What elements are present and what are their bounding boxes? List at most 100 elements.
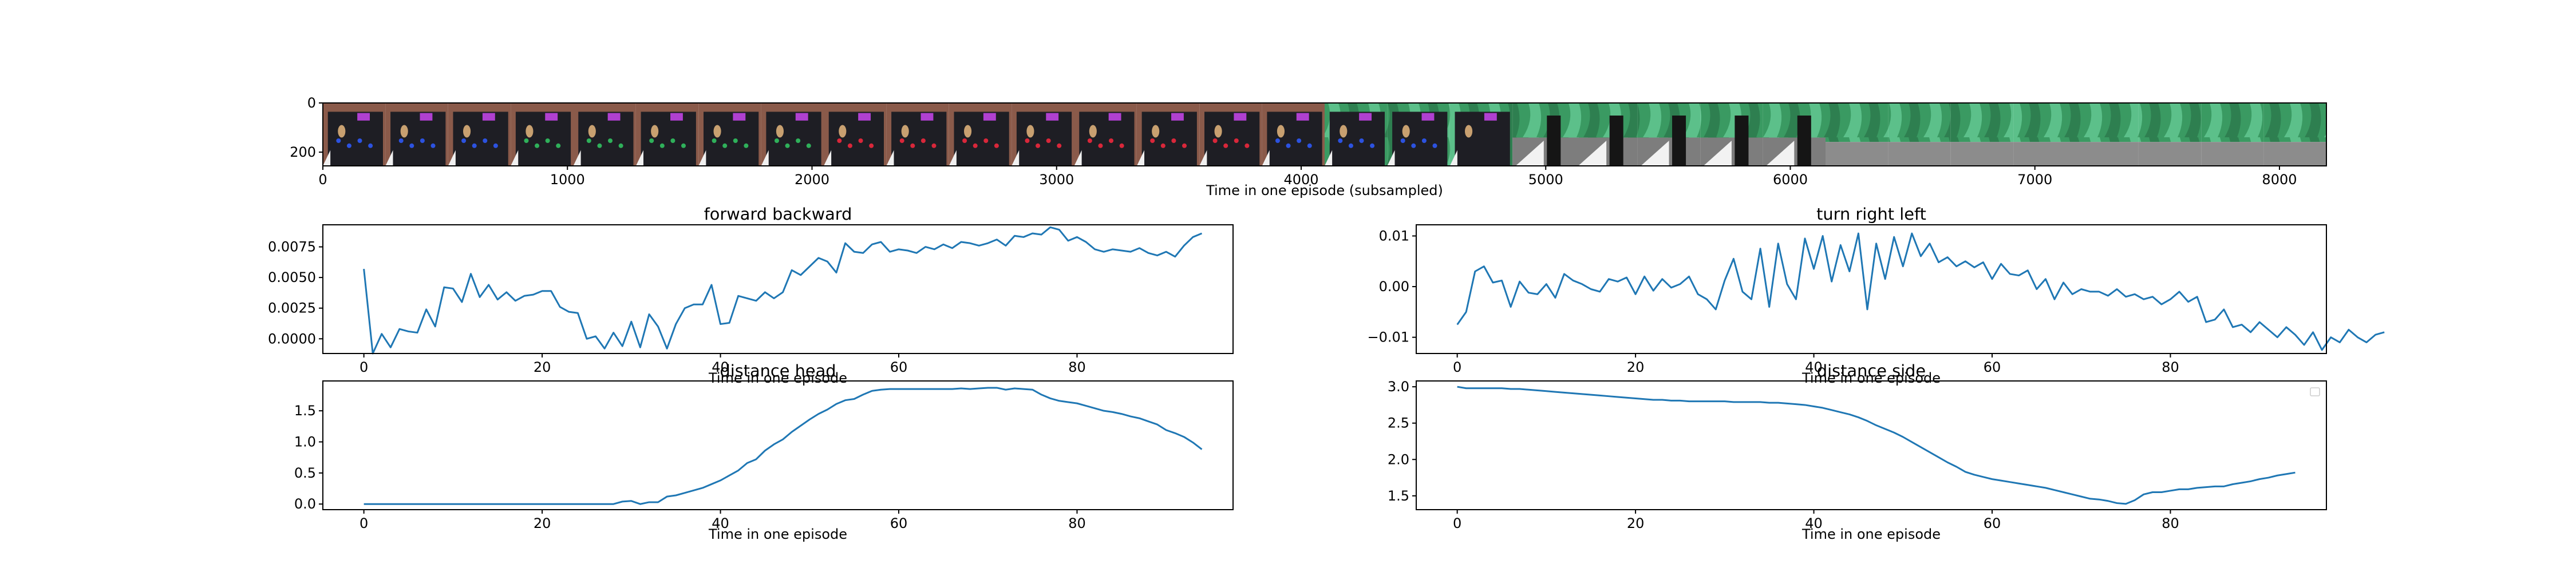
frame-thumbnail [1888, 103, 1951, 166]
turn-right-left-plot: 0 20 40 60 80 −0.01 0.00 0.01 [1367, 228, 2385, 375]
forward-backward-series-line [363, 226, 1203, 355]
frame-thumbnail [1700, 103, 1763, 166]
turn-right-left-title: turn right left [1816, 204, 1926, 224]
distance-side-plot: 0 20 40 60 80 1.5 2.0 2.5 3.0 [1388, 379, 2296, 531]
frame-thumbnail [2201, 103, 2264, 166]
turn-right-left-xtick-label: 40 [1805, 359, 1823, 375]
frame-thumbnail [323, 103, 386, 166]
frame-thumbnail [1199, 103, 1262, 166]
distance-head-xtick-label: 0 [359, 515, 368, 531]
frames-ytick-label: 0 [307, 95, 316, 111]
frame-thumbnail [949, 103, 1012, 166]
forward-backward-ytick-label: 0.0075 [268, 239, 316, 255]
frame-thumbnail [2013, 103, 2076, 166]
turn-right-left-ytick-label: −0.01 [1367, 329, 1409, 345]
frame-thumbnail [886, 103, 949, 166]
distance-side-axes-frame [1416, 380, 2327, 510]
frame-thumbnail [1012, 103, 1074, 166]
turn-right-left-ytick-label: 0.01 [1379, 228, 1409, 244]
frames-xlabel: Time in one episode (subsampled) [1206, 182, 1443, 198]
frames-strip [323, 103, 2326, 166]
distance-head-xtick-label: 60 [890, 515, 908, 531]
frame-thumbnail [1449, 103, 1513, 166]
frame-thumbnail [573, 103, 636, 166]
frame-thumbnail [1512, 103, 1575, 166]
frames-xtick-label: 5000 [1528, 172, 1563, 188]
distance-side-series-line [1457, 386, 2296, 505]
frame-thumbnail [1826, 103, 1888, 166]
frame-thumbnail [2138, 103, 2202, 166]
turn-right-left-xtick-label: 20 [1627, 359, 1645, 375]
forward-backward-xtick-label: 40 [712, 359, 729, 375]
frame-thumbnail [448, 103, 511, 166]
distance-side-xtick-label: 0 [1453, 515, 1461, 531]
frame-thumbnail [635, 103, 699, 166]
turn-right-left-series-line [1456, 232, 2385, 351]
distance-head-title: distance head [720, 361, 836, 380]
frames-xtick-label: 1000 [550, 172, 585, 188]
distance-head-series-line [364, 387, 1203, 505]
frames-xtick-label: 6000 [1773, 172, 1808, 188]
forward-backward-plot: 0 20 40 60 80 0.0000 0.0025 0.0050 0.0075 [268, 226, 1203, 375]
frames-ytick-label: 200 [290, 144, 316, 160]
distance-head-ytick-label: 1.5 [294, 403, 316, 419]
frames-xtick-label: 2000 [795, 172, 829, 188]
forward-backward-panel: forward backward 0 20 40 60 80 0.0000 0.0025 0.… [268, 204, 1234, 386]
frames-xtick-label: 0 [318, 172, 327, 188]
distance-side-ytick-label: 2.5 [1388, 415, 1409, 431]
distance-side-xtick-label: 80 [2162, 515, 2179, 531]
frame-thumbnail [1763, 103, 1826, 166]
frame-thumbnail [1387, 103, 1450, 166]
distance-head-axes-frame [322, 380, 1234, 510]
turn-right-left-panel: turn right left 0 20 40 60 80 −0.01 0.00 0.01 T… [1367, 204, 2385, 386]
turn-right-left-ytick-label: 0.00 [1379, 279, 1409, 295]
turn-right-left-axes-frame [1416, 224, 2327, 354]
forward-backward-axes-frame [322, 224, 1234, 354]
forward-backward-ytick-label: 0.0025 [268, 300, 316, 316]
forward-backward-ytick-label: 0.0050 [268, 269, 316, 285]
forward-backward-xtick-label: 80 [1068, 359, 1086, 375]
distance-head-xlabel: Time in one episode [708, 526, 847, 542]
frame-thumbnail [761, 103, 824, 166]
frame-thumbnail [2263, 103, 2326, 166]
frame-thumbnail [385, 103, 448, 166]
distance-head-xtick-label: 40 [712, 515, 729, 531]
frame-thumbnail [2076, 103, 2139, 166]
distance-side-title: distance side [1817, 361, 1926, 380]
frame-thumbnail [1074, 103, 1137, 166]
distance-head-ytick-label: 1.0 [294, 434, 316, 450]
turn-right-left-xtick-label: 80 [2162, 359, 2179, 375]
frame-thumbnail [1325, 103, 1388, 166]
forward-backward-xlabel: Time in one episode [708, 370, 847, 386]
turn-right-left-xtick-label: 0 [1453, 359, 1461, 375]
frame-thumbnail [1637, 103, 1701, 166]
frames-xtick-label: 3000 [1039, 172, 1074, 188]
distance-head-plot: 0 20 40 60 80 0.0 0.5 1.0 1.5 [294, 387, 1203, 531]
distance-head-xtick-label: 20 [534, 515, 551, 531]
turn-right-left-xlabel: Time in one episode [1801, 370, 1941, 386]
frames-xtick-label: 7000 [2017, 172, 2052, 188]
distance-side-panel: distance side 0 20 40 60 80 1.5 2.0 2.5 3.0 Time… [1388, 361, 2327, 542]
distance-side-xlabel: Time in one episode [1801, 526, 1941, 542]
turn-right-left-xtick-label: 60 [1984, 359, 2001, 375]
empty-legend-box [2310, 387, 2320, 396]
frames-axes-frame [322, 102, 2327, 166]
distance-side-ytick-label: 3.0 [1388, 379, 1409, 395]
frame-thumbnail [1950, 103, 2014, 166]
forward-backward-xtick-label: 0 [359, 359, 368, 375]
distance-head-ytick-label: 0.0 [294, 496, 316, 512]
frame-thumbnail [511, 103, 574, 166]
forward-backward-xtick-label: 20 [534, 359, 551, 375]
forward-backward-ytick-label: 0.0000 [268, 331, 316, 347]
distance-side-xtick-label: 60 [1984, 515, 2001, 531]
frame-thumbnail [824, 103, 887, 166]
frame-thumbnail [698, 103, 761, 166]
distance-side-ytick-label: 2.0 [1388, 451, 1409, 467]
forward-backward-xtick-label: 60 [890, 359, 908, 375]
distance-head-xtick-label: 80 [1068, 515, 1086, 531]
frame-thumbnail [1575, 103, 1638, 166]
